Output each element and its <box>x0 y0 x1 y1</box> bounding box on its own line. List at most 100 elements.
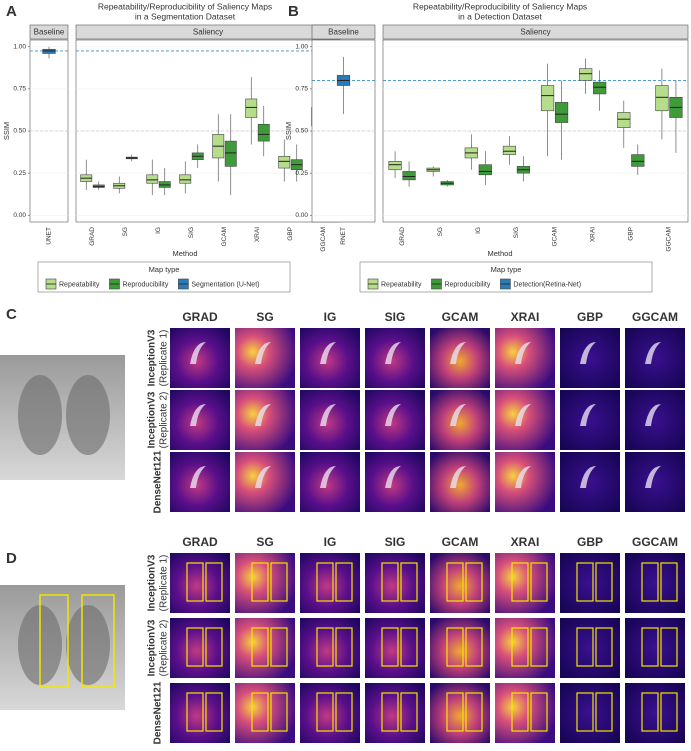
roi-box <box>381 627 399 667</box>
saliency-map <box>430 452 490 512</box>
roi-box <box>335 562 353 602</box>
x-axis-label: Method <box>487 249 512 258</box>
roi-box <box>316 627 334 667</box>
roi-box <box>251 562 269 602</box>
legend-label: Repeatability <box>59 281 100 288</box>
device-overlay <box>450 342 466 364</box>
roi-box <box>511 692 529 732</box>
saliency-map <box>300 618 360 678</box>
saliency-map <box>365 390 425 450</box>
saliency-map <box>235 390 295 450</box>
y-tick-label: 0.00 <box>295 212 308 219</box>
column-header: GCAM <box>442 535 479 549</box>
x-tick-label: IG <box>475 227 482 234</box>
panel-letter: D <box>6 550 17 567</box>
saliency-map <box>495 328 555 388</box>
saliency-map <box>430 328 490 388</box>
device-overlay <box>580 342 596 364</box>
saliency-map <box>495 553 555 613</box>
box <box>579 68 593 81</box>
y-tick-label: 0.75 <box>13 86 26 93</box>
saliency-map <box>235 553 295 613</box>
column-header: XRAI <box>511 535 540 549</box>
column-header: IG <box>324 310 337 324</box>
device-overlay <box>385 404 401 426</box>
column-header: SG <box>256 535 273 549</box>
roi-box <box>576 627 594 667</box>
roi-box <box>205 692 223 732</box>
row-model: DenseNet121 <box>153 681 164 744</box>
roi-box <box>400 562 418 602</box>
roi-box <box>81 594 115 688</box>
roi-box <box>316 692 334 732</box>
saliency-map <box>560 390 620 450</box>
box <box>617 112 631 128</box>
roi-box <box>381 562 399 602</box>
column-header: GBP <box>577 535 603 549</box>
saliency-map <box>560 452 620 512</box>
saliency-map <box>170 328 230 388</box>
box <box>478 164 492 176</box>
facet-strip <box>311 24 376 40</box>
chart-title: Repeatability/Reproducibility of Salienc… <box>98 1 272 11</box>
roi-box <box>251 692 269 732</box>
saliency-map <box>495 683 555 743</box>
device-overlay <box>645 342 661 364</box>
device-overlay <box>515 466 531 488</box>
saliency-map <box>625 683 685 743</box>
device-overlay <box>515 342 531 364</box>
roi-box <box>446 692 464 732</box>
x-axis-label: Method <box>172 249 197 258</box>
saliency-map <box>625 452 685 512</box>
row-replicate: (Replicate 1) <box>159 555 170 612</box>
box <box>593 81 607 95</box>
device-overlay <box>645 404 661 426</box>
row-model: DenseNet121 <box>153 450 164 513</box>
y-tick-label: 0.50 <box>295 128 308 135</box>
x-tick-label: SG <box>122 227 129 236</box>
x-tick-label: UNET <box>46 227 53 245</box>
panel-letter: A <box>6 3 17 20</box>
column-header: XRAI <box>511 310 540 324</box>
saliency-map <box>430 618 490 678</box>
xray-lung <box>18 375 62 455</box>
roi-box <box>595 562 613 602</box>
roi-box <box>400 627 418 667</box>
saliency-map <box>560 618 620 678</box>
roi-box <box>446 627 464 667</box>
roi-box <box>511 627 529 667</box>
saliency-map <box>365 328 425 388</box>
y-tick-label: 0.25 <box>13 170 26 177</box>
column-header: IG <box>324 535 337 549</box>
roi-box <box>530 627 548 667</box>
legend-label: Segmentation (U-Net) <box>191 281 259 288</box>
saliency-map <box>365 452 425 512</box>
roi-box <box>270 692 288 732</box>
roi-box <box>595 627 613 667</box>
y-tick-label: 1.00 <box>295 43 308 50</box>
box <box>257 123 270 142</box>
roi-box <box>270 562 288 602</box>
row-model: InceptionV3 <box>147 619 158 676</box>
chart-title: Repeatability/Reproducibility of Salienc… <box>413 1 587 11</box>
row-model: InceptionV3 <box>147 329 158 386</box>
device-overlay <box>385 342 401 364</box>
x-tick-label: RNET <box>340 227 347 245</box>
saliency-map <box>495 452 555 512</box>
facet-label: Saliency <box>193 28 223 37</box>
legend-title: Map type <box>149 265 180 274</box>
box <box>502 145 517 155</box>
saliency-map <box>170 390 230 450</box>
saliency-map <box>365 683 425 743</box>
device-overlay <box>580 466 596 488</box>
x-tick-label: GCAM <box>551 227 558 247</box>
column-header: GRAD <box>182 310 218 324</box>
saliency-map <box>235 618 295 678</box>
y-tick-label: 0.50 <box>13 128 26 135</box>
column-header: GGCAM <box>632 310 678 324</box>
y-axis-label: SSIM <box>2 122 11 140</box>
column-header: GRAD <box>182 535 218 549</box>
y-axis-label: SSIM <box>284 122 293 140</box>
roi-box <box>641 627 659 667</box>
